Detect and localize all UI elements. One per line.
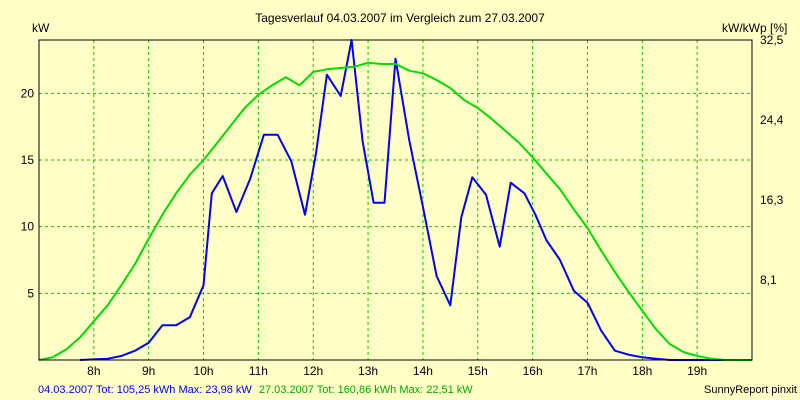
y-left-tick-label: 15: [21, 153, 35, 167]
y-left-tick-label: 5: [27, 286, 34, 300]
x-tick-label: 10h: [194, 364, 214, 378]
x-tick-label: 15h: [468, 364, 488, 378]
y-right-tick-label: 24,4: [760, 113, 784, 127]
x-tick-label: 18h: [632, 364, 652, 378]
chart-title: Tagesverlauf 04.03.2007 im Vergleich zum…: [255, 11, 545, 25]
footer-credit: SunnyReport pinxit: [704, 384, 797, 396]
y-left-tick-label: 10: [21, 220, 35, 234]
footer-series2-text: 27.03.2007 Tot: 160,86 kWh Max: 22,51 kW: [259, 384, 473, 396]
series-line-27-03-2007: [38, 61, 752, 361]
tick-layer: 8h 9h 10h 11h 12h 13h 14h 15h 16h 17h 18h 19h 5 10 15 2…: [21, 33, 784, 378]
x-tick-label: 8h: [87, 364, 100, 378]
x-tick-label: 12h: [303, 364, 323, 378]
y-right-tick-label: 32,5: [760, 33, 784, 47]
x-tick-label: 16h: [523, 364, 543, 378]
plot-frame: [38, 39, 753, 361]
footer-series1-text: 04.03.2007 Tot: 105,25 kWh Max: 23,98 kW: [38, 384, 252, 396]
y-axis-right-label: kW/kWp [%]: [722, 21, 787, 35]
x-tick-label: 17h: [577, 364, 597, 378]
x-tick-label: 13h: [358, 364, 378, 378]
x-tick-label: 11h: [249, 364, 268, 378]
series-line-04-03-2007: [80, 39, 725, 361]
y-left-tick-label: 20: [21, 86, 35, 100]
series-layer: [38, 39, 752, 361]
footer-legend: 04.03.2007 Tot: 105,25 kWh Max: 23,98 kW…: [38, 384, 473, 396]
x-tick-label: 14h: [413, 364, 433, 378]
y-right-tick-label: 16,3: [760, 193, 784, 207]
y-right-tick-label: 8,1: [760, 273, 777, 287]
x-tick-label: 19h: [687, 364, 707, 378]
y-axis-left-label: kW: [32, 21, 50, 35]
grid-layer: [39, 40, 752, 360]
x-tick-label: 9h: [142, 364, 155, 378]
